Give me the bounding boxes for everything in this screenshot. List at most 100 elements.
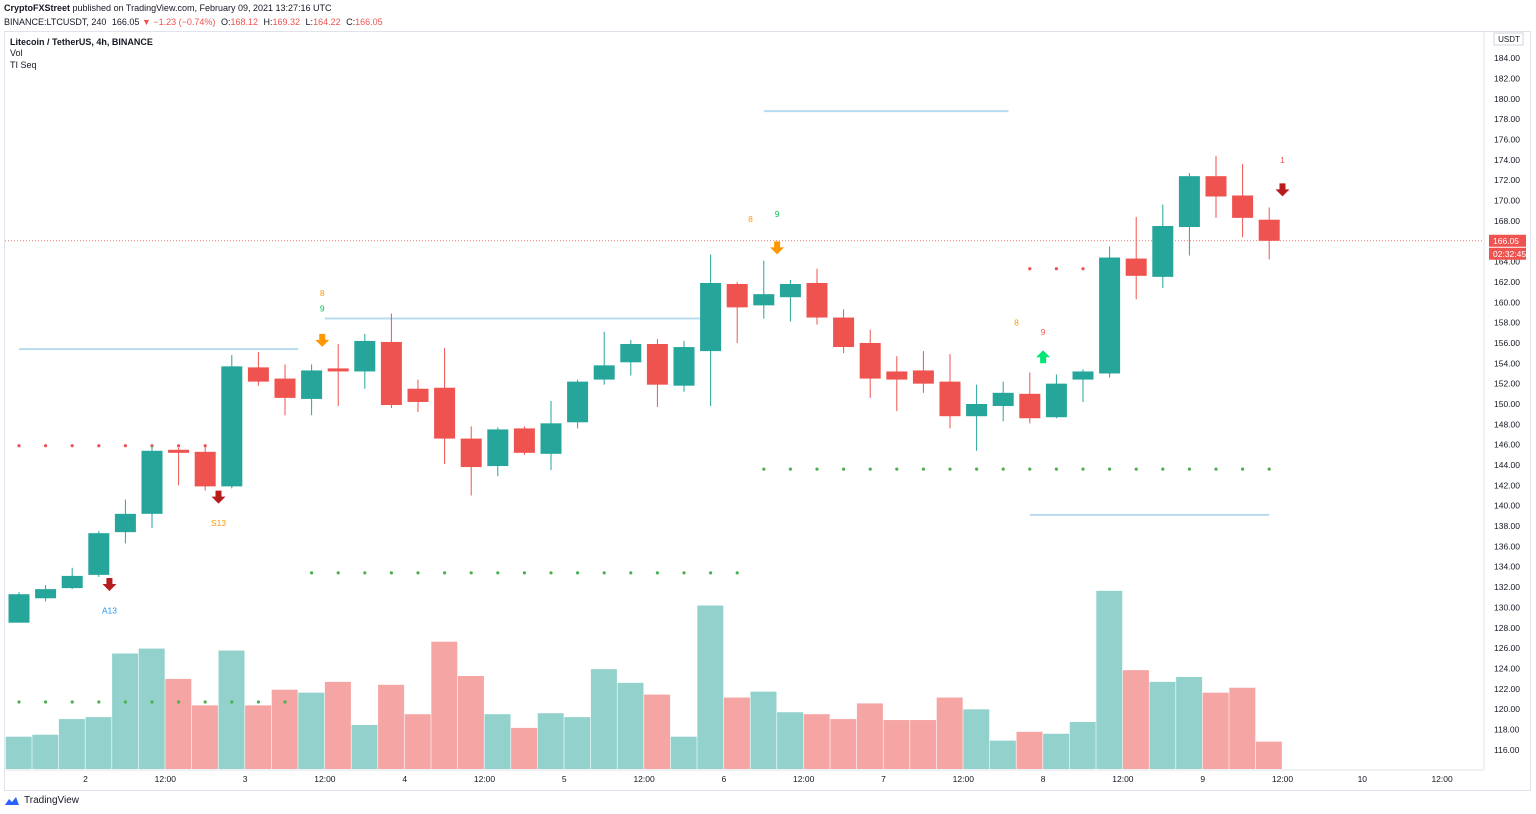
support-dot bbox=[655, 571, 660, 575]
volume-bar bbox=[1149, 681, 1176, 769]
candle-up bbox=[567, 381, 589, 423]
publish-info: CryptoFXStreet published on TradingView.… bbox=[4, 3, 332, 13]
y-tick-label: 174.00 bbox=[1494, 155, 1520, 165]
volume-bar bbox=[1255, 741, 1282, 769]
candle-up bbox=[992, 392, 1014, 407]
volume-bar bbox=[431, 641, 458, 769]
volume-bar bbox=[564, 717, 591, 769]
candle-down bbox=[194, 451, 216, 487]
candle-up bbox=[1045, 383, 1067, 418]
y-tick-label: 136.00 bbox=[1494, 541, 1520, 551]
candle-down bbox=[806, 282, 828, 318]
currency-label: USDT bbox=[1498, 35, 1520, 44]
countdown-badge bbox=[1489, 247, 1526, 260]
support-dot bbox=[1214, 467, 1218, 471]
low-label: L: bbox=[305, 17, 314, 27]
volume-bar bbox=[191, 705, 218, 769]
y-tick-label: 178.00 bbox=[1494, 114, 1520, 124]
volume-bar bbox=[617, 682, 644, 769]
volume-bar bbox=[910, 720, 937, 769]
candle-down bbox=[407, 388, 429, 402]
volume-bar bbox=[32, 734, 59, 769]
volume-bar bbox=[590, 669, 617, 769]
x-tick-label: 12:00 bbox=[1112, 774, 1134, 784]
y-tick-label: 156.00 bbox=[1494, 338, 1520, 348]
footer-brand-label: TradingView bbox=[24, 795, 80, 806]
tiseq-count-label: 9 bbox=[320, 303, 325, 313]
y-tick-label: 164.00 bbox=[1494, 257, 1520, 267]
y-tick-label: 126.00 bbox=[1494, 643, 1520, 653]
x-tick-label: 10 bbox=[1358, 774, 1368, 784]
support-dot bbox=[70, 700, 74, 704]
volume-bar bbox=[1016, 731, 1043, 769]
sell-signal-arrow-icon bbox=[102, 578, 117, 592]
close-value: 166.05 bbox=[355, 17, 383, 27]
volume-bar bbox=[298, 692, 325, 769]
candle-up bbox=[540, 423, 562, 454]
author-name[interactable]: CryptoFXStreet bbox=[4, 3, 71, 13]
y-tick-label: 172.00 bbox=[1494, 175, 1520, 185]
volume-bar bbox=[697, 605, 724, 769]
tiseq-indicator-label[interactable]: TI Seq bbox=[10, 60, 37, 70]
y-tick-label: 152.00 bbox=[1494, 379, 1520, 389]
candle-up bbox=[487, 429, 509, 467]
footer-brand[interactable]: TradingView bbox=[4, 795, 79, 806]
x-tick-label: 5 bbox=[562, 774, 567, 784]
x-tick-label: 12:00 bbox=[314, 774, 336, 784]
x-tick-label: 7 bbox=[881, 774, 886, 784]
volume-bar bbox=[1122, 670, 1149, 769]
volume-bar bbox=[351, 724, 378, 769]
y-tick-label: 170.00 bbox=[1494, 196, 1520, 206]
y-tick-label: 148.00 bbox=[1494, 419, 1520, 429]
y-tick-label: 140.00 bbox=[1494, 501, 1520, 511]
candle-down bbox=[1258, 219, 1280, 241]
volume-bar bbox=[324, 681, 351, 769]
support-dot bbox=[97, 700, 101, 704]
tiseq-count-label: 1 bbox=[1280, 155, 1285, 165]
resist-dot bbox=[177, 444, 181, 448]
sell-signal-arrow-icon bbox=[211, 490, 226, 504]
candle-down bbox=[1019, 393, 1041, 419]
candle-up bbox=[1099, 257, 1121, 374]
support-dot bbox=[709, 571, 713, 575]
volume-bar bbox=[218, 650, 245, 769]
resist-dot bbox=[17, 444, 21, 448]
support-dot bbox=[17, 700, 21, 704]
support-dot bbox=[336, 571, 340, 575]
support-dot bbox=[549, 571, 553, 575]
candle-up bbox=[141, 450, 163, 514]
support-dot bbox=[842, 467, 846, 471]
close-label: C: bbox=[346, 17, 356, 27]
support-dot bbox=[682, 571, 686, 575]
y-tick-label: 182.00 bbox=[1494, 74, 1520, 84]
support-dot bbox=[762, 467, 766, 471]
volume-bar bbox=[1043, 733, 1070, 769]
y-tick-label: 160.00 bbox=[1494, 297, 1520, 307]
candle-down bbox=[380, 341, 402, 406]
volume-bar bbox=[723, 697, 750, 769]
y-tick-label: 130.00 bbox=[1494, 602, 1520, 612]
chart-title[interactable]: Litecoin / TetherUS, 4h, BINANCE bbox=[10, 37, 153, 47]
volume-bar bbox=[457, 676, 484, 769]
volume-bar bbox=[378, 684, 405, 769]
support-dot bbox=[1054, 467, 1058, 471]
volume-indicator-label[interactable]: Vol bbox=[10, 48, 23, 58]
tiseq-count-label: 8 bbox=[320, 288, 325, 298]
support-dot bbox=[1108, 467, 1112, 471]
last-price: 166.05 bbox=[111, 17, 140, 27]
candle-up bbox=[1072, 371, 1094, 380]
candle-up bbox=[593, 365, 615, 380]
support-dot bbox=[948, 467, 952, 471]
volume-bar bbox=[112, 653, 139, 769]
candle-up bbox=[779, 283, 801, 298]
resist-dot bbox=[97, 444, 101, 448]
candle-down bbox=[939, 381, 961, 417]
volume-bar bbox=[856, 703, 883, 769]
candle-up bbox=[88, 533, 110, 575]
candle-down bbox=[327, 368, 349, 372]
y-tick-label: 118.00 bbox=[1494, 724, 1520, 734]
sell-signal-arrow-icon bbox=[1275, 183, 1290, 197]
candle-down bbox=[726, 283, 748, 308]
volume-bar bbox=[777, 712, 804, 769]
